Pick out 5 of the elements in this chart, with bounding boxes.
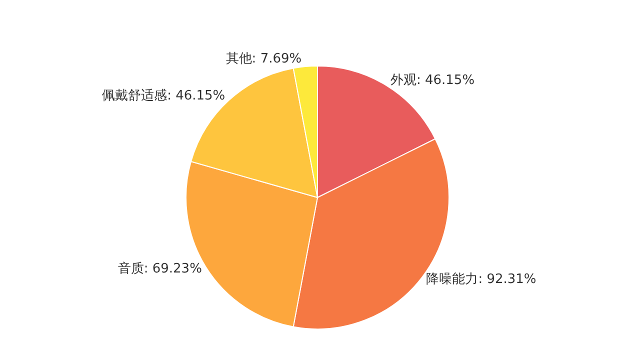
slice-label: 降噪能力: 92.31% (426, 272, 536, 287)
slice-label: 音质: 69.23% (118, 261, 202, 276)
slice-label: 佩戴舒适感: 46.15% (102, 88, 226, 104)
slice-label: 外观: 46.15% (390, 72, 475, 88)
slice-label: 其他: 7.69% (226, 52, 302, 67)
